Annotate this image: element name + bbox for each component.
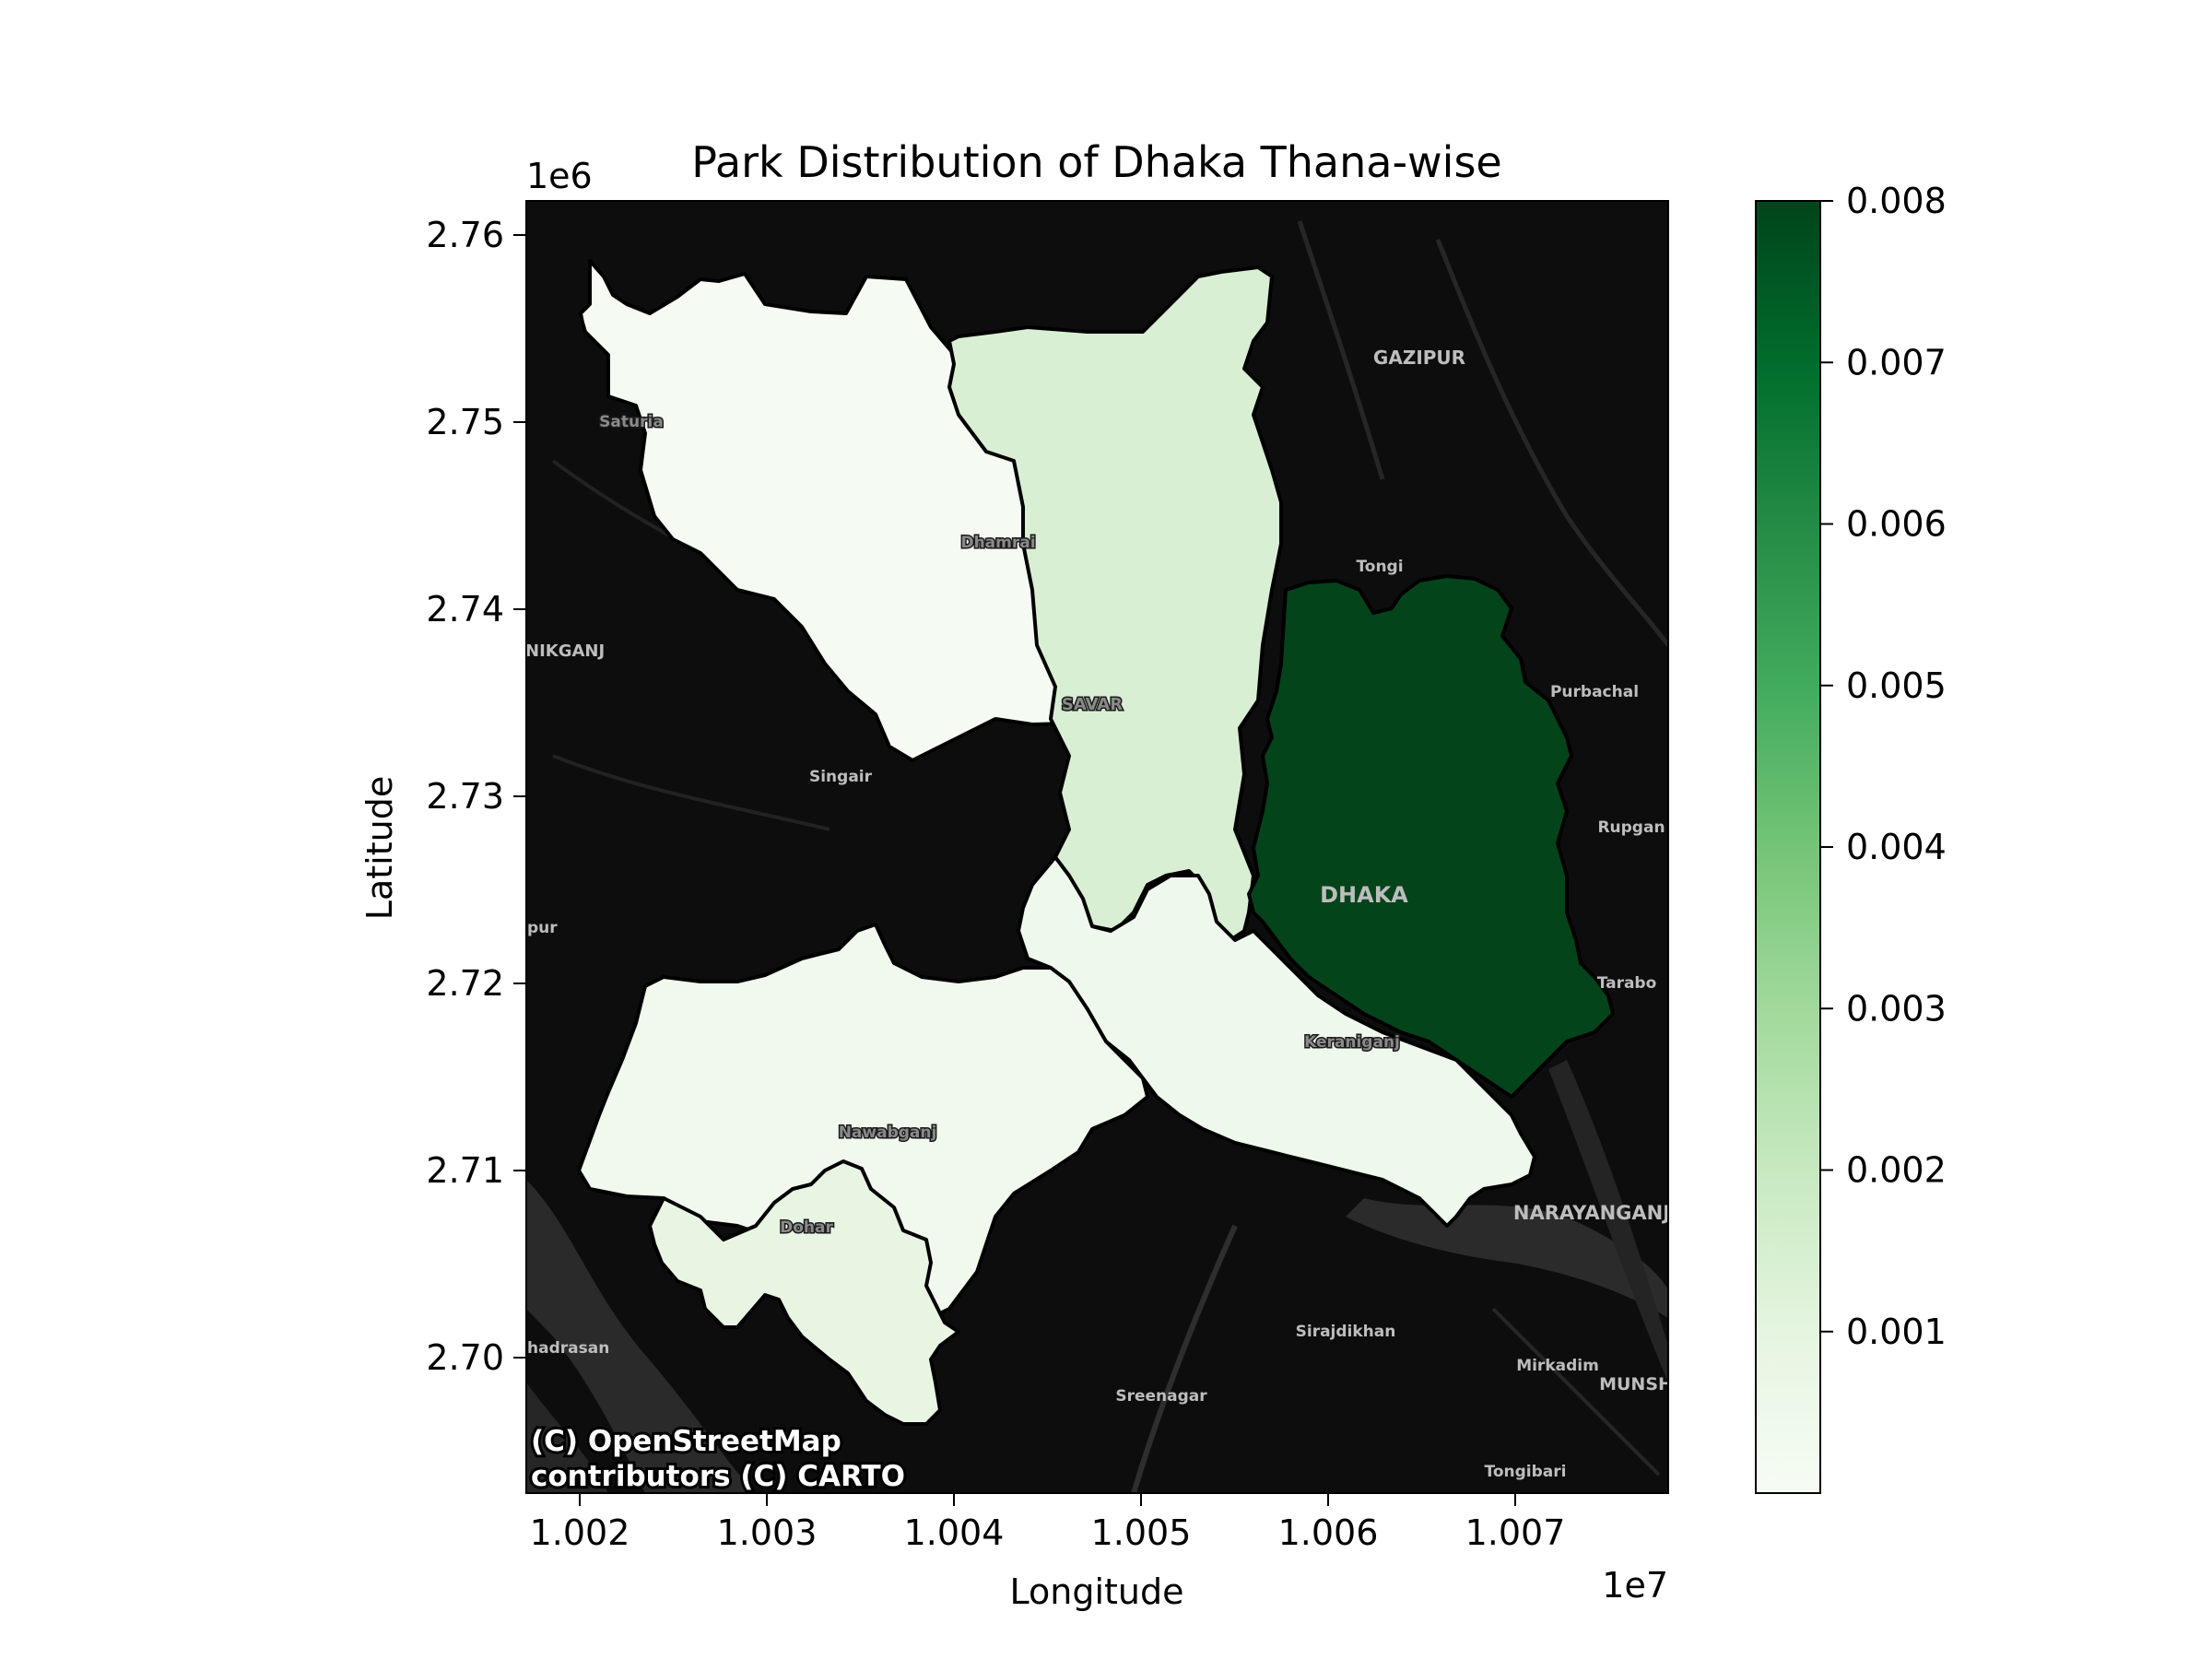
map-attribution: (C) OpenStreetMap contributors (C) CARTO xyxy=(528,1422,908,1493)
x-axis-title: Longitude xyxy=(1010,1571,1184,1612)
place-label-saturia: Saturia xyxy=(599,413,664,431)
map-panel: GAZIPUR Saturia Dhamrai Tongi NIKGANJ SA… xyxy=(525,200,1673,1494)
place-label-nawabganj: Nawabganj xyxy=(839,1124,937,1142)
colorbar-tick-label: 0.008 xyxy=(1846,181,1947,221)
place-label-sirajdikhan: Sirajdikhan xyxy=(1296,1323,1396,1341)
colorbar-tick-label: 0.006 xyxy=(1846,504,1947,545)
y-axis: 2.70 2.71 2.72 2.73 2.74 2.75 2.76 xyxy=(426,215,526,1378)
y-tick-label: 2.70 xyxy=(426,1337,504,1378)
place-label-dhamrai: Dhamrai xyxy=(960,534,1035,552)
x-tick-label: 1.005 xyxy=(1091,1512,1192,1553)
place-label-mirkadim: Mirkadim xyxy=(1516,1357,1599,1375)
place-label-sreenagar: Sreenagar xyxy=(1115,1387,1207,1406)
choropleth-regions xyxy=(577,259,1615,1426)
x-offset-label: 1e7 xyxy=(1602,1565,1668,1606)
x-tick-label: 1.002 xyxy=(530,1512,630,1553)
x-tick-label: 1.004 xyxy=(904,1512,1005,1553)
y-tick-label: 2.71 xyxy=(426,1150,504,1191)
region-dhaka[interactable] xyxy=(1247,574,1615,1099)
y-tick-label: 2.74 xyxy=(426,589,504,629)
place-label-dohar: Dohar xyxy=(780,1218,833,1237)
x-tick-label: 1.006 xyxy=(1278,1512,1379,1553)
colorbar: 0.001 0.002 0.003 0.004 0.005 0.006 0.007 0.008 xyxy=(1755,181,1947,1494)
y-offset-label: 1e6 xyxy=(526,156,593,196)
chart-title: Park Distribution of Dhaka Thana-wise xyxy=(691,137,1501,187)
x-tick-label: 1.003 xyxy=(717,1512,818,1553)
colorbar-tick-label: 0.004 xyxy=(1846,827,1947,867)
y-tick-label: 2.73 xyxy=(426,776,504,817)
y-tick-label: 2.76 xyxy=(426,215,504,255)
attribution-line-1: (C) OpenStreetMap xyxy=(531,1425,841,1458)
place-label-purbachal: Purbachal xyxy=(1550,683,1639,701)
colorbar-tick-label: 0.005 xyxy=(1846,665,1947,706)
y-tick-label: 2.72 xyxy=(426,963,504,1004)
x-axis: 1.002 1.003 1.004 1.005 1.006 1.007 xyxy=(530,1493,1566,1553)
place-label-munsh: MUNSH xyxy=(1599,1374,1673,1394)
place-label-nikganj: NIKGANJ xyxy=(525,641,605,661)
place-label-gazipur: GAZIPUR xyxy=(1373,347,1465,369)
place-label-savar: SAVAR xyxy=(1062,695,1123,714)
place-label-pur: pur xyxy=(527,919,558,937)
y-axis-title: Latitude xyxy=(359,776,400,920)
place-label-singair: Singair xyxy=(809,768,873,786)
x-tick-label: 1.007 xyxy=(1465,1512,1566,1553)
place-label-keraniganj: Keraniganj xyxy=(1304,1033,1400,1052)
place-label-dhaka: DHAKA xyxy=(1320,882,1408,908)
region-dohar[interactable] xyxy=(648,1159,960,1426)
colorbar-tick-label: 0.002 xyxy=(1846,1150,1947,1191)
y-tick-label: 2.75 xyxy=(426,402,504,442)
colorbar-ticks: 0.001 0.002 0.003 0.004 0.005 0.006 0.007 0.008 xyxy=(1820,181,1947,1352)
map-frame xyxy=(525,200,1669,1494)
colorbar-tick-label: 0.001 xyxy=(1846,1312,1947,1352)
place-label-tarabo: Tarabo xyxy=(1597,974,1657,993)
place-label-tongibari: Tongibari xyxy=(1485,1463,1567,1481)
place-label-rupgan: Rupgan xyxy=(1597,818,1665,837)
attribution-line-2: contributors (C) CARTO xyxy=(531,1460,905,1493)
place-label-tongi: Tongi xyxy=(1356,558,1403,576)
place-labels: GAZIPUR Saturia Dhamrai Tongi NIKGANJ SA… xyxy=(525,347,1673,1481)
colorbar-tick-label: 0.007 xyxy=(1846,342,1947,382)
place-label-hadrasan: hadrasan xyxy=(527,1339,609,1358)
colorbar-tick-label: 0.003 xyxy=(1846,988,1947,1029)
place-label-narayanganj: NARAYANGANJ xyxy=(1513,1202,1670,1224)
colorbar-gradient xyxy=(1755,200,1821,1494)
